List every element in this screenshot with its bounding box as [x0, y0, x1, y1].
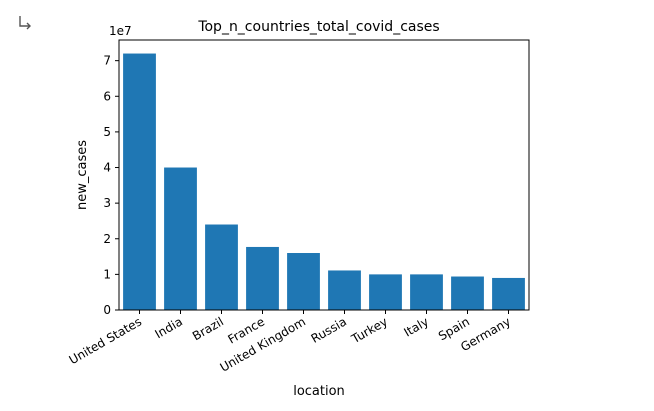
- x-tick-label: Turkey: [348, 314, 390, 346]
- y-tick-label: 2: [103, 232, 111, 246]
- y-tick-label: 7: [103, 54, 111, 68]
- x-tick-label: Italy: [401, 314, 431, 339]
- y-tick-label: 5: [103, 125, 111, 139]
- y-tick-label: 3: [103, 196, 111, 210]
- bar-russia: [328, 270, 361, 310]
- y-tick-label: 1: [103, 267, 111, 281]
- bar-turkey: [369, 274, 402, 310]
- bar-brazil: [205, 224, 238, 310]
- bar-spain: [451, 276, 484, 310]
- y-axis-label: new_cases: [75, 140, 90, 210]
- y-tick-label: 0: [103, 303, 111, 317]
- bar-united-kingdom: [287, 253, 320, 310]
- x-tick-label: Brazil: [190, 314, 226, 343]
- bar-india: [164, 167, 197, 310]
- bar-germany: [492, 277, 525, 310]
- y-tick-label: 4: [103, 161, 111, 175]
- x-axis-label: location: [293, 384, 345, 399]
- x-tick-label: United States: [67, 314, 144, 367]
- chart-title: Top_n_countries_total_covid_cases: [197, 19, 439, 35]
- y-tick-label: 6: [103, 89, 111, 103]
- bar-united-states: [123, 53, 156, 311]
- plot-frame: [118, 39, 530, 311]
- y-axis-ticks: 0 1 2 3 4 5 6 7: [103, 54, 119, 317]
- bar-italy: [410, 274, 443, 310]
- x-tick-label: India: [152, 314, 185, 341]
- bar-france: [246, 246, 279, 310]
- y-offset-label: 1e7: [109, 24, 132, 38]
- bars: [123, 53, 525, 311]
- x-tick-label: Russia: [309, 314, 349, 345]
- output-redirect-icon[interactable]: [16, 14, 36, 34]
